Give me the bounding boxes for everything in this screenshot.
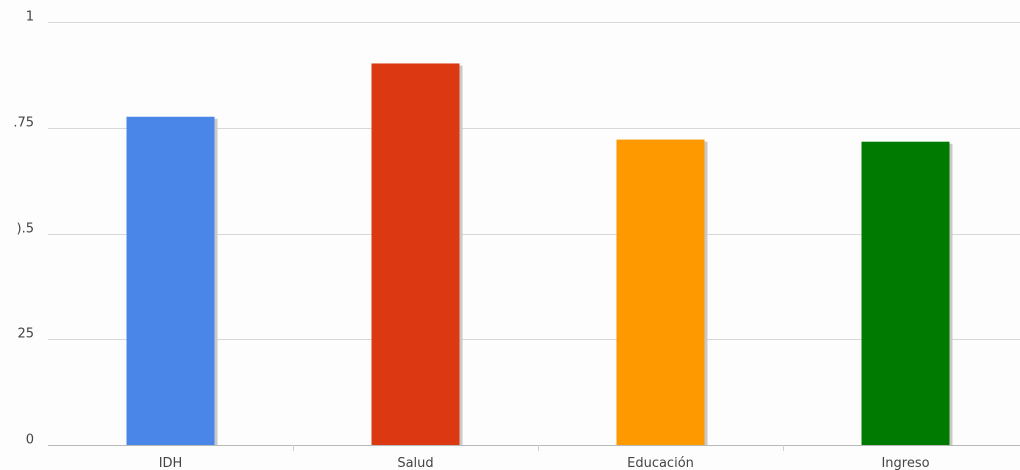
- y-tick-label: ).5: [17, 222, 34, 237]
- x-tick-label: IDH: [159, 456, 183, 470]
- y-axis: 0 25 ).5 .75 1: [13, 10, 34, 448]
- x-tick-label: Educación: [627, 456, 694, 470]
- x-axis: IDH Salud Educación Ingreso: [159, 456, 930, 470]
- bars: [126, 63, 953, 446]
- y-tick-label: 1: [26, 10, 34, 25]
- bar-ingreso[interactable]: [861, 141, 950, 446]
- y-tick-label: 0: [26, 433, 34, 448]
- x-tick-label: Ingreso: [881, 456, 929, 470]
- bar-salud[interactable]: [371, 63, 460, 445]
- bar-idh[interactable]: [126, 116, 215, 445]
- y-tick-label: 25: [17, 327, 34, 342]
- x-tick-label: Salud: [397, 456, 433, 470]
- bar-educación[interactable]: [616, 139, 705, 445]
- y-tick-label: .75: [13, 116, 34, 131]
